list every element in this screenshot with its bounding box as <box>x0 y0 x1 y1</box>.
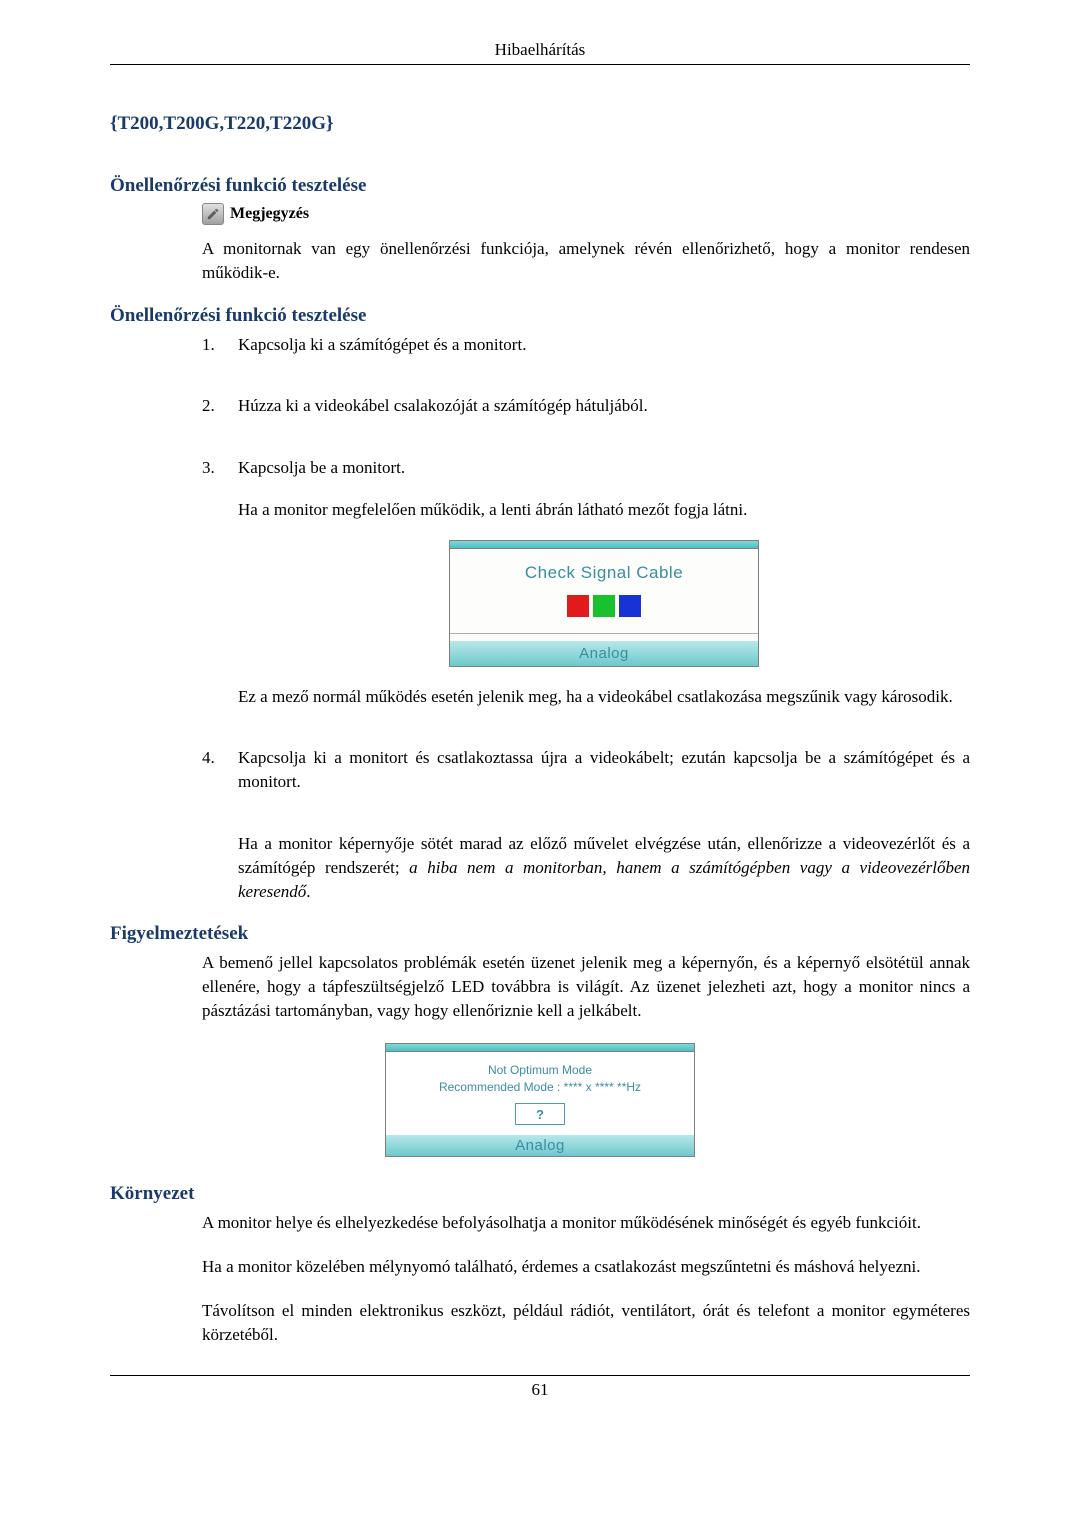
blue-square-icon <box>619 595 641 617</box>
page-header-title: Hibaelhárítás <box>110 40 970 65</box>
section2-heading: Önellenőrzési funkció tesztelése <box>110 305 970 327</box>
step-text: Húzza ki a videokábel csalakozóját a szá… <box>238 394 970 418</box>
section1-intro: A monitornak van egy önellenőrzési funkc… <box>202 237 970 285</box>
check-signal-diagram: Check Signal Cable Analog <box>449 540 759 667</box>
steps-list: 1. Kapcsolja ki a számítógépet és a moni… <box>202 333 970 812</box>
after-steps-dot: . <box>306 882 310 901</box>
step-text: Kapcsolja be a monitort. <box>238 456 970 480</box>
section4-p2: Ha a monitor közelében mélynyomó találha… <box>202 1255 970 1279</box>
diagram-top-bar <box>450 541 758 549</box>
diagram-top-bar <box>386 1044 694 1052</box>
pencil-icon <box>202 203 224 225</box>
step-text: Ha a monitor megfelelően működik, a lent… <box>238 498 970 522</box>
note-row: Megjegyzés <box>202 203 970 225</box>
step-1: 1. Kapcsolja ki a számítógépet és a moni… <box>202 333 970 375</box>
check-signal-text: Check Signal Cable <box>450 561 758 585</box>
analog-label: Analog <box>386 1135 694 1156</box>
note-label: Megjegyzés <box>230 205 309 223</box>
step-4: 4. Kapcsolja ki a monitort és csatlakozt… <box>202 746 970 812</box>
analog-label: Analog <box>450 641 758 666</box>
color-squares <box>450 595 758 617</box>
not-optimum-line1: Not Optimum Mode <box>386 1062 694 1079</box>
diagram-divider <box>450 633 758 641</box>
step-3: 3. Kapcsolja be a monitort. Ha a monitor… <box>202 456 970 726</box>
section3-body: A bemenő jellel kapcsolatos problémák es… <box>202 951 970 1022</box>
step-2: 2. Húzza ki a videokábel csalakozóját a … <box>202 394 970 436</box>
after-steps-text: Ha a monitor képernyője sötét marad az e… <box>238 832 970 903</box>
page-footer: 61 <box>110 1375 970 1400</box>
section4-heading: Környezet <box>110 1183 970 1205</box>
step-number: 1. <box>202 333 238 375</box>
section1-heading: Önellenőrzési funkció tesztelése <box>110 175 970 197</box>
diagram-main: Check Signal Cable <box>450 549 758 633</box>
section4-p1: A monitor helye és elhelyezkedése befoly… <box>202 1211 970 1235</box>
after-step3-text: Ez a mező normál működés esetén jelenik … <box>238 685 970 709</box>
section3-heading: Figyelmeztetések <box>110 923 970 945</box>
step-text: Kapcsolja ki a számítógépet és a monitor… <box>238 333 970 357</box>
step-number: 4. <box>202 746 238 812</box>
not-optimum-line2: Recommended Mode : **** x **** **Hz <box>386 1079 694 1096</box>
section4-p3: Távolítson el minden elektronikus eszköz… <box>202 1299 970 1347</box>
not-optimum-diagram: Not Optimum Mode Recommended Mode : ****… <box>385 1043 695 1158</box>
question-box: ? <box>515 1103 565 1125</box>
diagram-main: Not Optimum Mode Recommended Mode : ****… <box>386 1052 694 1136</box>
page-number: 61 <box>110 1380 970 1400</box>
models-heading: {T200,T200G,T220,T220G} <box>110 113 970 135</box>
green-square-icon <box>593 595 615 617</box>
step-number: 2. <box>202 394 238 436</box>
step-number: 3. <box>202 456 238 726</box>
step-text: Kapcsolja ki a monitort és csatlakoztass… <box>238 746 970 794</box>
red-square-icon <box>567 595 589 617</box>
